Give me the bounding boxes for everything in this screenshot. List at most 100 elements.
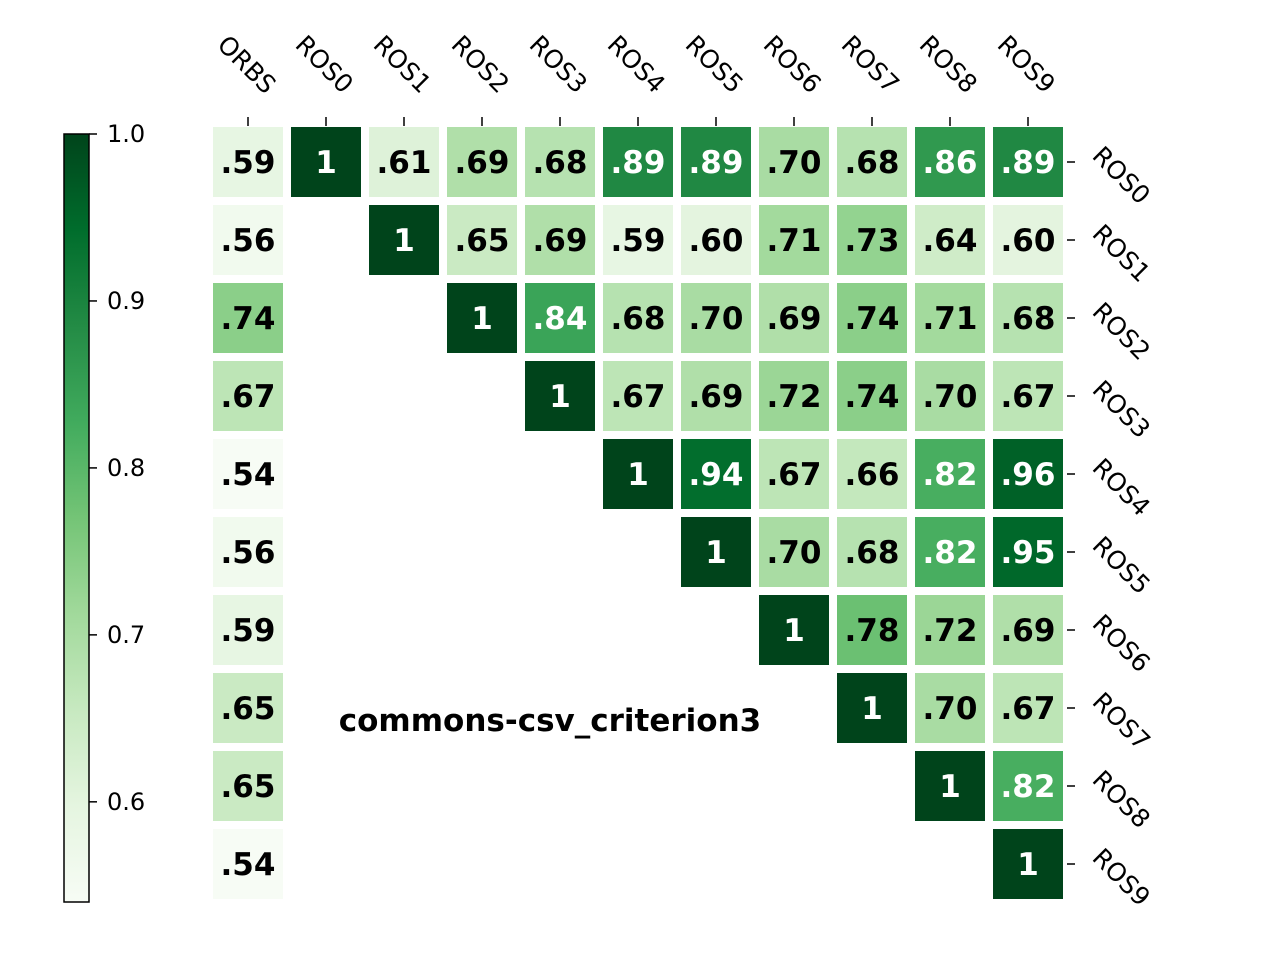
cell-value-label: 1 bbox=[783, 613, 805, 649]
cell-value-label: .67 bbox=[767, 457, 822, 493]
heatmap-cell bbox=[213, 283, 283, 353]
cell-value-label: .71 bbox=[767, 223, 822, 259]
heatmap-cell bbox=[213, 439, 283, 509]
heatmap-cell bbox=[213, 127, 283, 197]
cell-value-label: .54 bbox=[221, 847, 276, 883]
cell-value-label: .69 bbox=[767, 301, 822, 337]
heatmap-cell bbox=[681, 205, 751, 275]
cell-value-label: 1 bbox=[315, 145, 337, 181]
heatmap-cell bbox=[213, 595, 283, 665]
heatmap-cell bbox=[993, 829, 1063, 899]
cell-value-label: .67 bbox=[611, 379, 666, 415]
heatmap-cell bbox=[291, 127, 361, 197]
heatmap-cell bbox=[213, 673, 283, 743]
cell-value-label: .71 bbox=[923, 301, 978, 337]
heatmap-cell bbox=[915, 439, 985, 509]
cell-value-label: .69 bbox=[1001, 613, 1056, 649]
heatmap-cell bbox=[681, 361, 751, 431]
heatmap-cell bbox=[603, 439, 673, 509]
cell-value-label: .94 bbox=[689, 457, 744, 493]
column-label: ROS6 bbox=[758, 30, 827, 99]
cell-value-label: .59 bbox=[611, 223, 666, 259]
cell-value-label: .60 bbox=[689, 223, 744, 259]
cell-value-label: .60 bbox=[1001, 223, 1056, 259]
column-label: ROS0 bbox=[290, 30, 359, 99]
heatmap-cell bbox=[837, 595, 907, 665]
heatmap-cell bbox=[837, 283, 907, 353]
cell-value-label: 1 bbox=[549, 379, 571, 415]
row-label: ROS0 bbox=[1087, 141, 1156, 210]
heatmap-cell bbox=[603, 283, 673, 353]
cell-value-label: .89 bbox=[611, 145, 666, 181]
cell-value-label: 1 bbox=[627, 457, 649, 493]
heatmap-cell bbox=[213, 517, 283, 587]
heatmap-cell bbox=[915, 595, 985, 665]
heatmap-cell bbox=[993, 361, 1063, 431]
cell-value-label: .74 bbox=[845, 379, 900, 415]
heatmap-cell bbox=[915, 751, 985, 821]
heatmap-cell bbox=[759, 283, 829, 353]
heatmap-cell bbox=[213, 829, 283, 899]
row-label: ROS1 bbox=[1087, 219, 1156, 288]
cell-value-label: .89 bbox=[1001, 145, 1056, 181]
heatmap-cell bbox=[213, 751, 283, 821]
heatmap-cell bbox=[915, 127, 985, 197]
colorbar-tick-label: 1.0 bbox=[107, 120, 145, 148]
heatmap-cell bbox=[759, 361, 829, 431]
cell-value-label: .68 bbox=[845, 535, 900, 571]
colorbar-tick-label: 0.8 bbox=[107, 454, 145, 482]
column-label: ROS9 bbox=[992, 30, 1061, 99]
row-label: ROS6 bbox=[1087, 609, 1156, 678]
row-label: ROS3 bbox=[1087, 375, 1156, 444]
heatmap-cell bbox=[525, 361, 595, 431]
cell-value-label: .65 bbox=[221, 691, 276, 727]
cell-value-label: 1 bbox=[861, 691, 883, 727]
cell-value-label: .56 bbox=[221, 223, 276, 259]
cell-value-label: .59 bbox=[221, 145, 276, 181]
heatmap-cell bbox=[993, 283, 1063, 353]
colorbar: 0.6 0.7 0.8 0.9 1.0 bbox=[63, 120, 145, 903]
cell-value-label: .73 bbox=[845, 223, 900, 259]
cell-value-label: .84 bbox=[533, 301, 588, 337]
heatmap-cell bbox=[681, 517, 751, 587]
cell-value-label: .82 bbox=[923, 535, 978, 571]
cell-value-label: 1 bbox=[1017, 847, 1039, 883]
cell-value-label: .67 bbox=[1001, 691, 1056, 727]
heatmap-cell bbox=[993, 127, 1063, 197]
heatmap-cell bbox=[759, 517, 829, 587]
cell-value-label: .68 bbox=[611, 301, 666, 337]
heatmap-cell bbox=[681, 283, 751, 353]
cell-value-label: .95 bbox=[1001, 535, 1056, 571]
row-label: ROS8 bbox=[1087, 765, 1156, 834]
cell-value-label: .65 bbox=[221, 769, 276, 805]
heatmap-cell bbox=[915, 673, 985, 743]
cell-value-label: .56 bbox=[221, 535, 276, 571]
heatmap-cell bbox=[837, 205, 907, 275]
cell-value-label: .69 bbox=[533, 223, 588, 259]
row-label: ROS5 bbox=[1087, 531, 1156, 600]
heatmap-cell bbox=[447, 127, 517, 197]
heatmap-cell bbox=[993, 673, 1063, 743]
cell-value-label: .68 bbox=[845, 145, 900, 181]
heatmap-cell bbox=[447, 205, 517, 275]
cell-value-label: .70 bbox=[923, 691, 978, 727]
heatmap-cell bbox=[525, 205, 595, 275]
cell-value-label: .54 bbox=[221, 457, 276, 493]
heatmap-cell bbox=[837, 517, 907, 587]
row-labels: ROS0 ROS1 ROS2 ROS3 ROS4 ROS5 ROS6 ROS7 ROS8 ROS9 bbox=[1067, 141, 1156, 912]
cell-value-label: 1 bbox=[471, 301, 493, 337]
heatmap-cell bbox=[603, 205, 673, 275]
cell-value-label: .66 bbox=[845, 457, 900, 493]
heatmap-cell bbox=[837, 439, 907, 509]
heatmap-cell bbox=[915, 517, 985, 587]
heatmap-cell bbox=[369, 127, 439, 197]
cell-value-label: .82 bbox=[923, 457, 978, 493]
cell-value-label: .74 bbox=[221, 301, 276, 337]
heatmap-cell bbox=[525, 127, 595, 197]
heatmap-cell bbox=[603, 361, 673, 431]
cell-value-label: .68 bbox=[1001, 301, 1056, 337]
cell-value-label: .70 bbox=[923, 379, 978, 415]
heatmap-cell bbox=[837, 361, 907, 431]
heatmap-cell bbox=[681, 127, 751, 197]
cell-value-label: .67 bbox=[221, 379, 276, 415]
